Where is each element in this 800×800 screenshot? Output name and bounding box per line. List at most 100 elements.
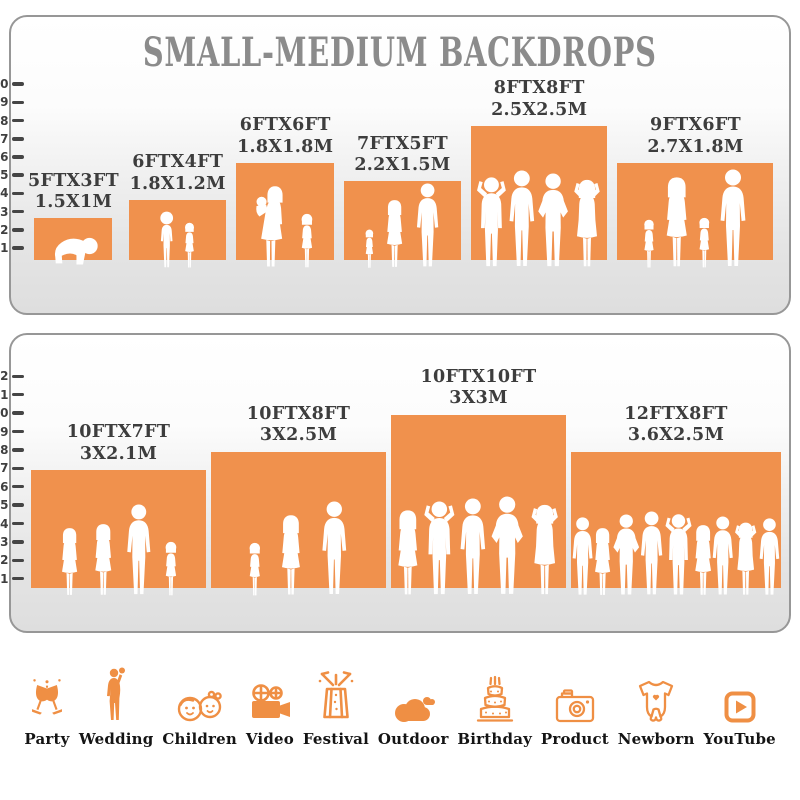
size-feet-text: 10FTX10FT xyxy=(420,367,537,388)
category-outdoor: Outdoor xyxy=(378,695,449,748)
ruler-tick xyxy=(12,82,24,86)
size-feet-text: 5FTX3FT xyxy=(28,170,119,191)
video-icon xyxy=(246,683,294,723)
ruler-tick xyxy=(12,100,24,105)
person-girl-silhouette xyxy=(162,541,180,597)
ruler-tick xyxy=(12,503,24,507)
backdrop-7ftx5ft: 7FTX5FT 2.2X1.5M xyxy=(343,134,461,260)
category-newborn: Newborn xyxy=(618,679,695,748)
size-feet-text: 6FTX4FT xyxy=(132,152,224,173)
bar-size-label: 6FTX6FT 1.8X1.8M xyxy=(237,115,333,158)
people-silhouettes xyxy=(617,169,773,269)
ruler-number: 1 xyxy=(0,241,8,255)
size-meters-text: 1.8X1.8M xyxy=(237,136,334,157)
category-label: Wedding xyxy=(78,730,154,748)
birthday-icon xyxy=(473,675,517,723)
people-silhouettes xyxy=(344,183,461,269)
person-man-silhouette xyxy=(756,518,783,597)
person-woman-silhouette xyxy=(382,199,407,269)
backdrop-bars-bottom: 10FTX7FT 3X2.1M 10FTX8FT 3X2.5M 10FTX10FT 3X3… xyxy=(31,367,781,588)
outdoor-icon xyxy=(390,695,436,723)
bar-size-label: 10FTX8FT 3X2.5M xyxy=(247,404,350,447)
people-silhouettes xyxy=(31,504,206,597)
ruler-tick xyxy=(12,155,24,159)
ruler-number: 1 xyxy=(0,571,8,586)
ruler-tick xyxy=(12,173,24,177)
person-man-silhouette xyxy=(318,501,351,597)
people-silhouettes xyxy=(211,501,386,597)
category-label: Party xyxy=(24,730,70,748)
backdrop-5ftx3ft: 5FTX3FT 1.5X1M xyxy=(28,171,119,260)
ruler-tick xyxy=(12,558,24,563)
ruler-number: 6 xyxy=(0,479,8,494)
ruler-tick xyxy=(12,411,24,415)
category-label: Newborn xyxy=(617,730,695,748)
person-woman-silhouette xyxy=(276,514,306,597)
newborn-icon xyxy=(634,679,678,723)
people-silhouettes xyxy=(129,211,227,269)
ruler-tick xyxy=(12,118,24,123)
backdrop-9ftx6ft: 9FTX6FT 2.7X1.8M xyxy=(617,115,774,260)
backdrop-rect xyxy=(34,218,113,260)
person-woman-baby-silhouette xyxy=(254,185,289,269)
category-wedding: Wedding xyxy=(79,667,154,748)
category-video: Video xyxy=(246,683,294,748)
category-label: Video xyxy=(245,730,294,748)
ruler-tick xyxy=(12,466,24,471)
size-meters-text: 1.8X1.2M xyxy=(129,173,226,194)
person-man-silhouette xyxy=(413,183,442,269)
ruler-tick xyxy=(12,484,24,489)
backdrop-rect xyxy=(470,125,608,260)
category-label: YouTube xyxy=(703,730,776,748)
person-man-silhouette xyxy=(716,169,750,269)
bar-size-label: 8FTX8FT 2.5X2.5M xyxy=(491,78,587,121)
bar-size-label: 12FTX8FT 3.6X2.5M xyxy=(624,404,727,447)
page-title: SMALL-MEDIUM BACKDROPS xyxy=(143,29,657,76)
category-party: Party xyxy=(24,677,70,748)
backdrop-rect xyxy=(343,181,461,260)
people-silhouettes xyxy=(391,496,566,597)
size-meters-text: 3X3M xyxy=(449,388,508,409)
ruler-tick xyxy=(12,429,24,434)
product-icon xyxy=(554,689,596,723)
person-woman-silhouette xyxy=(660,176,694,269)
size-meters-text: 3X2.1M xyxy=(79,443,158,464)
ruler-number: 8 xyxy=(0,113,8,128)
category-label: Festival xyxy=(302,730,369,748)
ruler-number: 3 xyxy=(0,204,8,219)
children-icon xyxy=(174,689,226,723)
backdrop-8ftx8ft: 8FTX8FT 2.5X2.5M xyxy=(470,78,608,260)
ruler-tick xyxy=(12,209,24,214)
size-feet-text: 9FTX6FT xyxy=(649,115,741,136)
festival-icon xyxy=(314,669,358,723)
ruler-tick xyxy=(12,374,24,379)
backdrop-6ftx4ft: 6FTX4FT 1.8X1.2M xyxy=(128,152,227,260)
category-label: Product xyxy=(540,730,609,748)
bar-size-label: 9FTX6FT 2.7X1.8M xyxy=(647,115,743,158)
ruler-number: 2 xyxy=(0,553,8,568)
wedding-icon xyxy=(101,667,131,723)
ruler-tick xyxy=(12,228,24,232)
category-label: Birthday xyxy=(457,730,533,748)
person-girl-silhouette xyxy=(182,222,197,269)
feet-ruler-bottom: 123456789101112 xyxy=(0,335,789,631)
bar-size-label: 10FTX10FT 3X3M xyxy=(421,367,537,410)
size-meters-text: 2.7X1.8M xyxy=(647,136,744,157)
ruler-tick xyxy=(12,448,24,452)
person-girl-silhouette xyxy=(298,213,316,269)
backdrop-rect xyxy=(211,451,386,588)
panel-small-medium: SMALL-MEDIUM BACKDROPS 1 2 3 4 5 6 7 8 9 10 5FTX3… xyxy=(0,15,791,315)
ruler-tick xyxy=(12,246,24,250)
person-baby-silhouette xyxy=(46,235,100,269)
ruler-tick xyxy=(12,576,24,581)
size-meters-text: 3.6X2.5M xyxy=(627,425,725,446)
ruler-number: 11 xyxy=(0,387,9,402)
category-festival: Festival xyxy=(303,669,369,748)
ruler-number: 7 xyxy=(0,461,8,476)
youtube-icon xyxy=(724,691,756,723)
person-woman-silhouette xyxy=(57,527,82,597)
person-man-silhouette xyxy=(123,504,155,597)
ruler-number: 8 xyxy=(0,442,8,457)
person-man-hips-silhouette xyxy=(485,496,529,597)
